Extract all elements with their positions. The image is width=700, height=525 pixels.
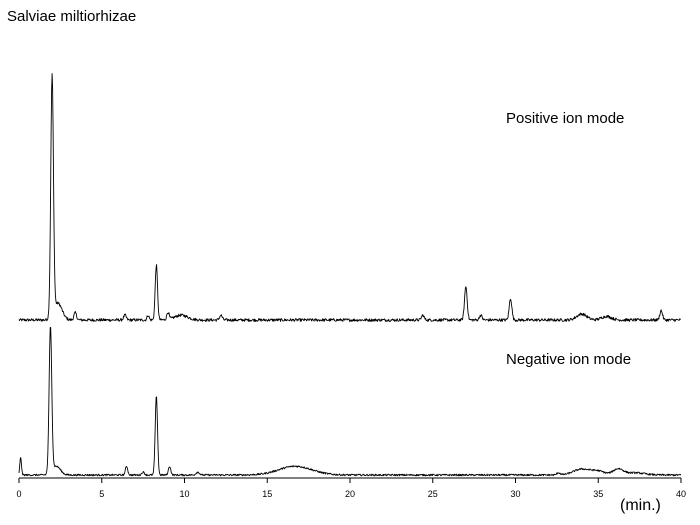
figure-title: Salviae miltiorhizae: [7, 8, 136, 25]
negative-trace-group: Negative ion mode: [18, 326, 682, 477]
x-tick-label-5: 5: [99, 489, 104, 499]
x-tick-label-10: 10: [179, 489, 189, 499]
x-tick-label-30: 30: [510, 489, 520, 499]
x-tick-label-15: 15: [262, 489, 272, 499]
x-axis-unit-label: (min.): [620, 497, 661, 514]
positive-trace-group: Positive ion mode: [18, 73, 682, 322]
x-axis: 0 5 10 15 20 25 30 35 40: [16, 477, 686, 499]
positive-ion-trace: [18, 73, 682, 322]
x-tick-label-0: 0: [16, 489, 21, 499]
positive-series-label: Positive ion mode: [506, 110, 624, 127]
x-tick-label-25: 25: [428, 489, 438, 499]
negative-ion-trace: [18, 326, 682, 477]
x-tick-label-40: 40: [676, 489, 686, 499]
x-tick-label-35: 35: [593, 489, 603, 499]
negative-series-label: Negative ion mode: [506, 351, 631, 368]
x-tick-label-20: 20: [345, 489, 355, 499]
